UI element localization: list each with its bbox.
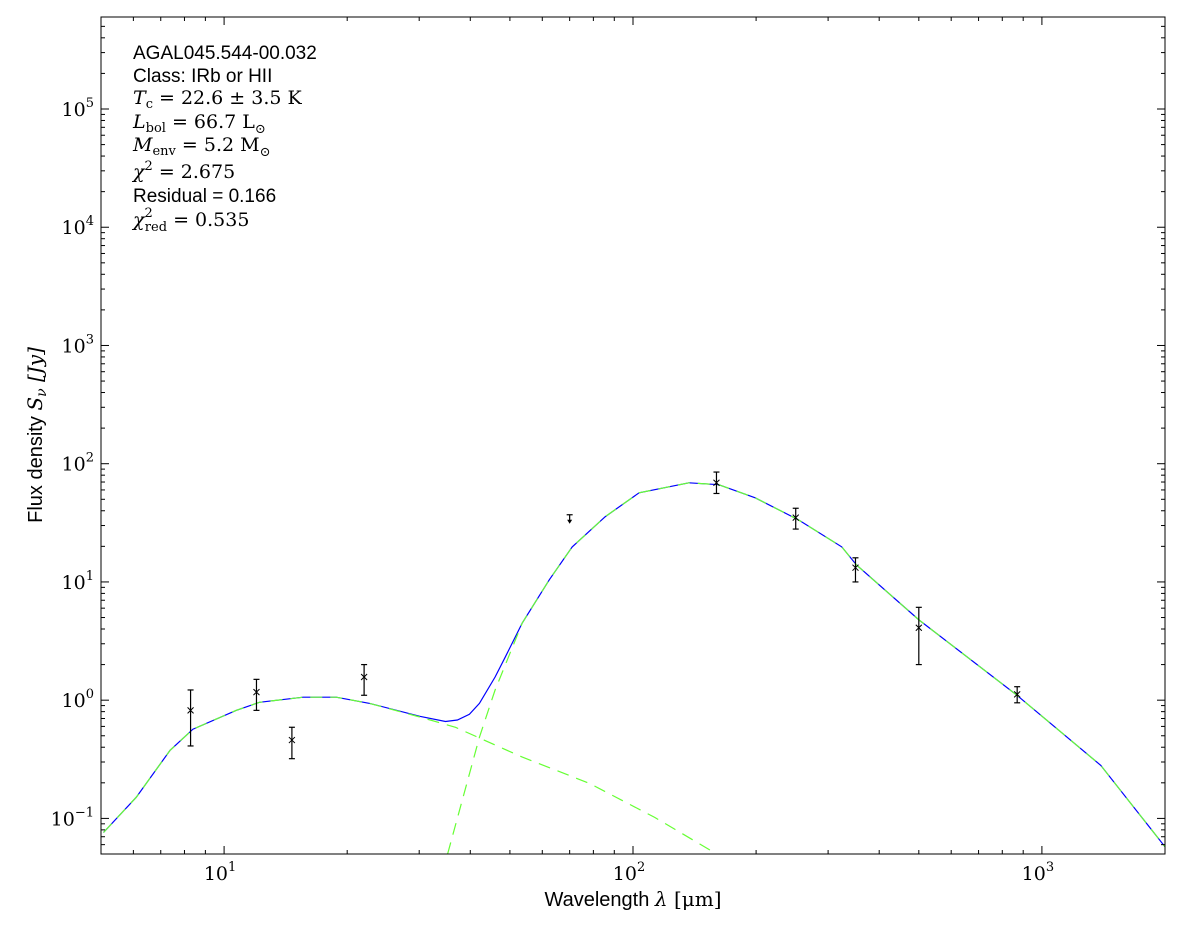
y-tick-label: 102 [62, 451, 94, 476]
temperature-label: Tc = 22.6 ± 3.5 K [133, 87, 303, 112]
measurement [792, 507, 800, 530]
tick-exponent: 0 [86, 687, 94, 702]
axis-ticks [100, 16, 1166, 855]
component-curve-1 [103, 696, 715, 854]
x-marker [915, 624, 923, 632]
tick-base: 10 [62, 335, 86, 357]
source-class: Class: IRb or HII [133, 66, 272, 87]
tick-base: 10 [613, 863, 637, 885]
tick-exponent: 1 [86, 569, 94, 584]
x-tick-label: 103 [1022, 860, 1054, 885]
tick-base: 10 [62, 454, 86, 476]
x-tick-label: 102 [613, 860, 645, 885]
residual-label: Residual = 0.166 [133, 186, 276, 207]
measurement [360, 663, 368, 696]
tick-exponent: 2 [637, 860, 645, 875]
tick-base: 10 [62, 690, 86, 712]
tick-exponent: 4 [86, 214, 94, 229]
tick-exponent: −1 [75, 805, 94, 820]
chi-squared-label: χ2 = 2.675 [131, 159, 235, 183]
tick-base: 10 [51, 808, 75, 830]
measurement [288, 726, 296, 760]
total-model-curve [103, 482, 1165, 848]
x-marker [288, 736, 296, 744]
data-points [187, 471, 1021, 760]
model-curves [103, 482, 1165, 854]
measurement [713, 471, 720, 495]
measurement [852, 557, 859, 583]
x-marker [187, 707, 194, 714]
tick-base: 10 [62, 217, 86, 239]
y-tick-label: 104 [62, 214, 94, 239]
x-marker [253, 688, 260, 696]
x-marker [792, 514, 800, 521]
y-tick-label: 10−1 [51, 805, 94, 830]
tick-base: 10 [62, 99, 86, 121]
tick-base: 10 [62, 572, 86, 594]
x-axis-label: Wavelength λ [μm] [544, 887, 721, 911]
x-marker [1013, 691, 1021, 698]
component-curve-2 [447, 482, 1165, 854]
tick-exponent: 3 [1046, 860, 1054, 875]
source-name: AGAL045.544-00.032 [133, 43, 317, 64]
measurement [187, 689, 194, 747]
y-tick-label: 100 [62, 687, 94, 712]
y-tick-label: 103 [62, 332, 94, 357]
x-marker [852, 564, 859, 572]
tick-base: 10 [1022, 863, 1046, 885]
tick-base: 10 [204, 863, 228, 885]
y-tick-label: 101 [62, 569, 94, 594]
luminosity-label: Lbol = 66.7 L⊙ [132, 111, 266, 137]
x-marker [713, 479, 720, 487]
down-arrow-icon [567, 519, 573, 524]
x-tick-label: 101 [204, 860, 236, 885]
tick-exponent: 3 [86, 332, 94, 347]
plot-frame [100, 16, 1166, 855]
reduced-chi-squared-label: χ2 red = 0.535 [131, 206, 249, 235]
envelope-mass-label: Menv = 5.2 M⊙ [132, 134, 271, 160]
y-axis-label: Flux density Sν [Jy] [23, 347, 50, 523]
fit-annotations: AGAL045.544-00.032 Class: IRb or HII Tc … [131, 43, 317, 235]
upper-limit [566, 514, 573, 524]
measurement [915, 606, 923, 666]
x-marker [360, 673, 368, 681]
measurement [253, 678, 260, 711]
y-tick-label: 105 [62, 96, 94, 121]
tick-exponent: 2 [86, 451, 94, 466]
measurement [1013, 686, 1021, 704]
tick-exponent: 1 [228, 860, 236, 875]
tick-exponent: 5 [86, 96, 94, 111]
